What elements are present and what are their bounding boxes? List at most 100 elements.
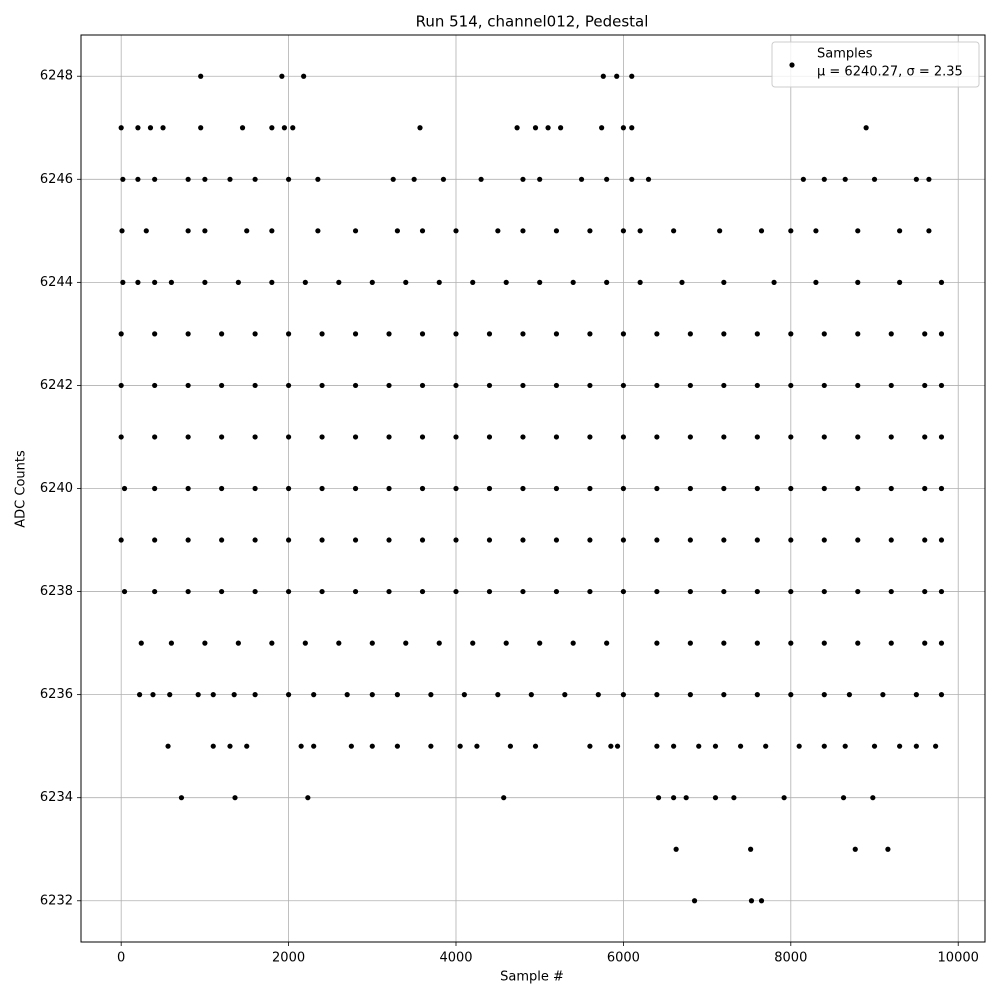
data-point: [938, 331, 945, 337]
data-point: [386, 485, 392, 492]
data-point: [587, 228, 593, 234]
data-point: [614, 73, 620, 79]
data-point: [629, 176, 635, 182]
data-point: [604, 176, 610, 182]
data-point: [152, 434, 158, 440]
data-point: [285, 176, 292, 182]
data-point: [558, 125, 564, 131]
data-point: [587, 434, 593, 440]
data-point: [453, 588, 459, 595]
data-point: [754, 331, 760, 337]
data-point: [118, 125, 124, 131]
data-point: [386, 434, 392, 440]
data-point: [352, 434, 359, 440]
data-point: [369, 692, 375, 698]
data-point: [595, 692, 601, 698]
data-point: [185, 176, 191, 182]
data-point: [781, 795, 787, 801]
data-point: [118, 331, 124, 337]
data-point: [495, 692, 501, 698]
data-point: [239, 125, 246, 131]
data-point: [167, 692, 173, 698]
data-point: [629, 125, 635, 131]
data-point: [520, 382, 526, 389]
data-point: [120, 176, 126, 182]
data-point: [821, 640, 827, 646]
data-point: [520, 176, 526, 182]
data-point: [717, 228, 723, 234]
data-point: [620, 537, 627, 543]
data-point: [888, 537, 894, 543]
data-point: [748, 898, 755, 904]
data-point: [352, 228, 359, 234]
data-point: [938, 588, 945, 595]
data-point: [470, 640, 476, 646]
data-point: [486, 382, 493, 389]
data-point: [855, 640, 861, 646]
data-point: [788, 434, 794, 440]
data-point: [315, 176, 321, 182]
data-point: [168, 279, 174, 285]
data-point: [604, 279, 610, 285]
data-point: [721, 434, 727, 440]
data-point: [344, 692, 350, 698]
data-point: [152, 537, 158, 543]
data-point: [520, 228, 526, 234]
data-point: [771, 279, 777, 285]
data-point: [279, 73, 285, 79]
data-point: [252, 537, 258, 543]
data-point: [821, 176, 827, 182]
data-point: [821, 537, 827, 543]
data-point: [319, 588, 325, 595]
data-point: [687, 485, 693, 492]
data-point: [897, 279, 903, 285]
data-point: [813, 279, 819, 285]
data-point: [813, 228, 819, 234]
data-point: [620, 692, 627, 698]
x-tick-label: 10000: [938, 951, 979, 966]
data-point: [302, 279, 308, 285]
data-point: [673, 846, 679, 852]
data-point: [135, 279, 141, 285]
data-point: [821, 434, 827, 440]
data-point: [311, 692, 317, 698]
data-point: [629, 73, 635, 79]
data-point: [244, 228, 250, 234]
data-point: [474, 743, 480, 749]
data-point: [227, 743, 233, 749]
data-point: [185, 588, 191, 595]
data-point: [788, 537, 794, 543]
data-point: [453, 382, 459, 389]
data-point: [655, 795, 662, 801]
data-point: [470, 279, 476, 285]
data-point: [185, 537, 191, 543]
data-point: [152, 382, 158, 389]
data-point: [821, 485, 827, 492]
data-point: [198, 125, 204, 131]
data-point: [731, 795, 737, 801]
data-point: [553, 588, 560, 595]
data-point: [671, 743, 677, 749]
data-point: [712, 743, 719, 749]
data-point: [679, 279, 685, 285]
data-point: [411, 176, 417, 182]
data-point: [520, 588, 526, 595]
data-point: [654, 640, 660, 646]
data-point: [888, 434, 894, 440]
data-point: [938, 434, 945, 440]
data-point: [587, 382, 593, 389]
data-point: [178, 795, 185, 801]
data-point: [185, 382, 191, 389]
data-point: [185, 228, 191, 234]
data-point: [281, 125, 287, 131]
data-point: [352, 382, 359, 389]
data-point: [614, 743, 621, 749]
data-point: [712, 795, 719, 801]
data-point: [386, 382, 392, 389]
data-point: [252, 588, 258, 595]
data-point: [352, 537, 359, 543]
data-point: [620, 382, 627, 389]
data-point: [315, 228, 321, 234]
